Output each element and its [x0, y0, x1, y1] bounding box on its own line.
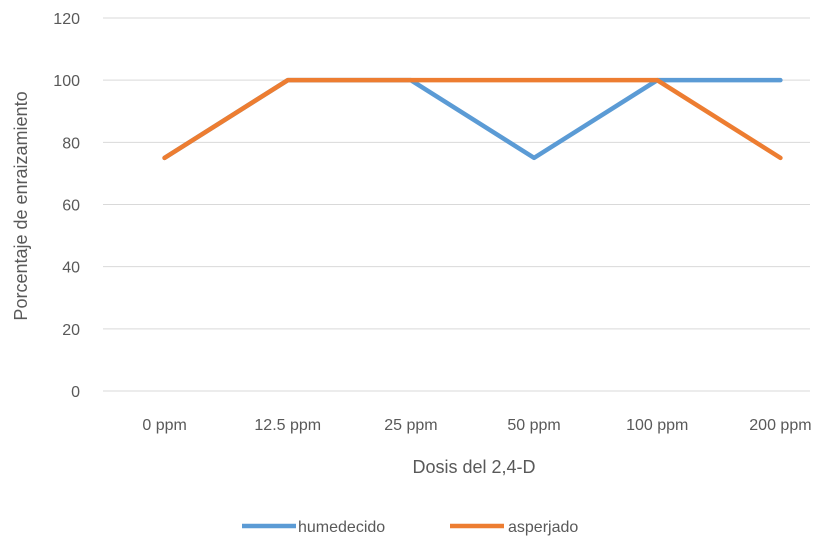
- x-tick-label: 12.5 ppm: [254, 417, 321, 434]
- y-tick-label: 40: [62, 260, 80, 277]
- series-asperjado: [162, 77, 783, 161]
- y-tick-label: 100: [53, 73, 80, 90]
- series-lines: [162, 77, 783, 161]
- y-axis-title: Porcentaje de enraizamiento: [11, 91, 31, 320]
- series-humedecido: [162, 77, 783, 161]
- x-axis-title: Dosis del 2,4-D: [412, 457, 535, 477]
- legend-item-asperjado: asperjado: [450, 519, 578, 536]
- y-tick-label: 0: [71, 384, 80, 401]
- x-tick-label: 200 ppm: [749, 417, 811, 434]
- legend-item-humedecido: humedecido: [242, 519, 385, 536]
- legend-label: humedecido: [298, 519, 385, 536]
- x-tick-label: 0 ppm: [142, 417, 186, 434]
- x-tick-label: 50 ppm: [507, 417, 560, 434]
- series-line: [162, 77, 783, 161]
- series-line: [162, 77, 783, 161]
- x-tick-label: 100 ppm: [626, 417, 688, 434]
- y-axis-ticks: 0 20 40 60 80 100 120: [53, 11, 80, 401]
- gridlines: [103, 17, 810, 392]
- y-tick-label: 20: [62, 322, 80, 339]
- x-tick-label: 25 ppm: [384, 417, 437, 434]
- y-tick-label: 120: [53, 11, 80, 28]
- x-axis-ticks: 0 ppm 12.5 ppm 25 ppm 50 ppm 100 ppm 200 ppm: [142, 417, 811, 434]
- legend: humedecido asperjado: [242, 519, 578, 536]
- legend-label: asperjado: [508, 519, 578, 536]
- y-tick-label: 60: [62, 198, 80, 215]
- y-tick-label: 80: [62, 135, 80, 152]
